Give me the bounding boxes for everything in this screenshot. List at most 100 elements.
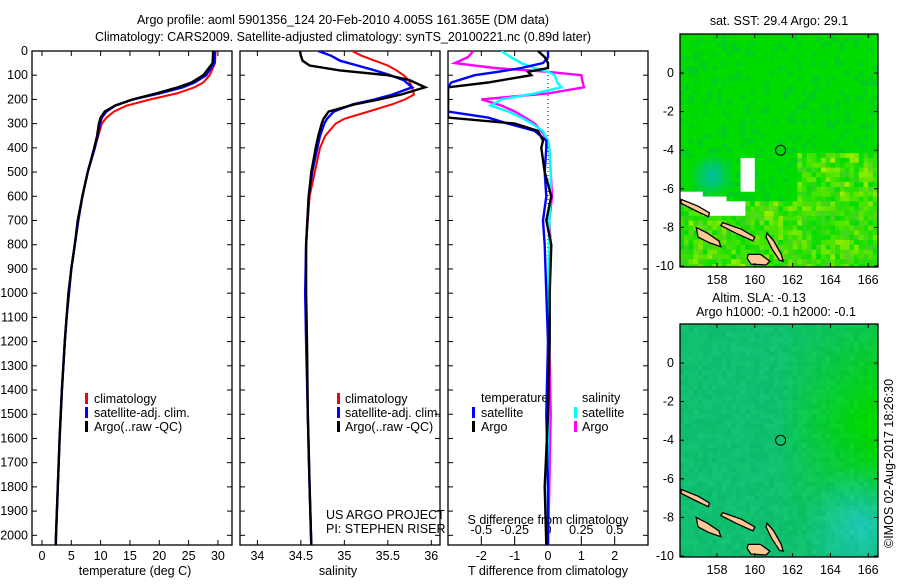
field-cell xyxy=(745,399,751,406)
field-cell xyxy=(717,114,723,120)
field-cell xyxy=(844,423,850,430)
field-cell xyxy=(858,380,865,386)
field-cell xyxy=(754,46,761,53)
field-cell xyxy=(778,510,784,516)
field-cell xyxy=(787,191,794,198)
field-cell xyxy=(783,100,789,106)
field-cell xyxy=(858,544,865,550)
field-cell xyxy=(712,85,718,91)
lon-tick-label: 166 xyxy=(858,273,879,287)
field-cell xyxy=(835,443,841,449)
field-cell xyxy=(717,515,723,521)
field-cell xyxy=(740,157,746,164)
field-cell xyxy=(830,225,836,231)
field-cell xyxy=(717,481,723,488)
field-cell xyxy=(698,34,704,38)
field-cell xyxy=(688,66,694,72)
field-cell xyxy=(787,327,794,333)
field-cell xyxy=(740,534,746,541)
field-cell xyxy=(821,423,827,430)
field-cell xyxy=(792,520,798,526)
field-cell xyxy=(868,505,874,512)
field-cell xyxy=(769,341,775,348)
field-cell xyxy=(745,85,751,91)
field-cell xyxy=(839,177,846,183)
field-cell xyxy=(872,119,878,125)
field-cell xyxy=(693,404,699,410)
field-cell xyxy=(745,249,751,255)
field-cell xyxy=(740,172,746,178)
field-cell xyxy=(683,215,690,222)
field-cell xyxy=(844,351,850,357)
field-cell xyxy=(764,109,770,116)
field-cell xyxy=(802,75,808,82)
field-cell xyxy=(839,182,846,188)
field-cell xyxy=(764,148,770,154)
field-cell xyxy=(802,239,808,246)
field-cell xyxy=(702,438,709,444)
field-cell xyxy=(773,46,779,53)
field-cell xyxy=(802,539,808,545)
field-cell xyxy=(683,404,690,410)
field-cell xyxy=(759,239,765,246)
field-cell xyxy=(858,201,865,207)
field-cell xyxy=(759,399,765,406)
field-cell xyxy=(740,544,746,550)
field-cell xyxy=(792,119,798,125)
field-cell xyxy=(698,182,704,188)
field-cell xyxy=(731,409,737,415)
field-cell xyxy=(821,496,827,502)
field-cell xyxy=(769,157,775,164)
field-cell xyxy=(717,235,723,241)
field-cell xyxy=(773,510,779,516)
field-cell xyxy=(863,46,869,53)
field-cell xyxy=(811,129,817,135)
field-cell xyxy=(702,370,709,377)
field-cell xyxy=(868,51,874,58)
field-cell xyxy=(735,143,742,149)
field-cell xyxy=(797,385,803,391)
field-cell xyxy=(769,370,775,377)
field-cell xyxy=(783,423,789,430)
field-cell xyxy=(735,332,742,338)
field-cell xyxy=(726,186,732,193)
field-cell xyxy=(702,346,709,352)
field-cell xyxy=(797,423,803,430)
field-cell xyxy=(868,438,874,444)
field-cell xyxy=(688,220,694,226)
field-cell xyxy=(872,186,878,193)
temperature-panel: 0 5 10 15 20 25 300100200300400500600700800900… xyxy=(0,44,233,563)
field-cell xyxy=(717,414,723,420)
field-cell xyxy=(821,133,827,140)
field-cell xyxy=(693,211,699,217)
field-cell xyxy=(825,539,831,545)
lat-tick-label: -8 xyxy=(663,220,674,234)
field-cell xyxy=(759,56,765,62)
field-cell xyxy=(830,56,836,62)
field-cell xyxy=(830,138,836,144)
field-cell xyxy=(792,505,798,512)
field-cell xyxy=(731,443,737,449)
field-cell xyxy=(764,452,770,459)
field-cell xyxy=(764,351,770,357)
field-cell xyxy=(731,554,737,557)
field-cell xyxy=(702,244,709,251)
field-cell xyxy=(759,390,765,396)
field-cell xyxy=(721,129,727,135)
field-cell xyxy=(787,124,794,130)
field-cell xyxy=(683,399,690,406)
field-cell xyxy=(773,433,779,439)
field-cell xyxy=(707,447,713,454)
field-cell xyxy=(806,80,813,87)
field-cell xyxy=(844,496,850,502)
field-cell xyxy=(680,452,685,459)
field-cell xyxy=(773,399,779,406)
field-cell xyxy=(750,390,756,396)
field-cell xyxy=(787,414,794,420)
field-cell xyxy=(839,394,846,401)
field-cell xyxy=(844,324,850,328)
field-cell xyxy=(683,370,690,377)
field-cell xyxy=(754,56,761,62)
field-cell xyxy=(717,244,723,251)
